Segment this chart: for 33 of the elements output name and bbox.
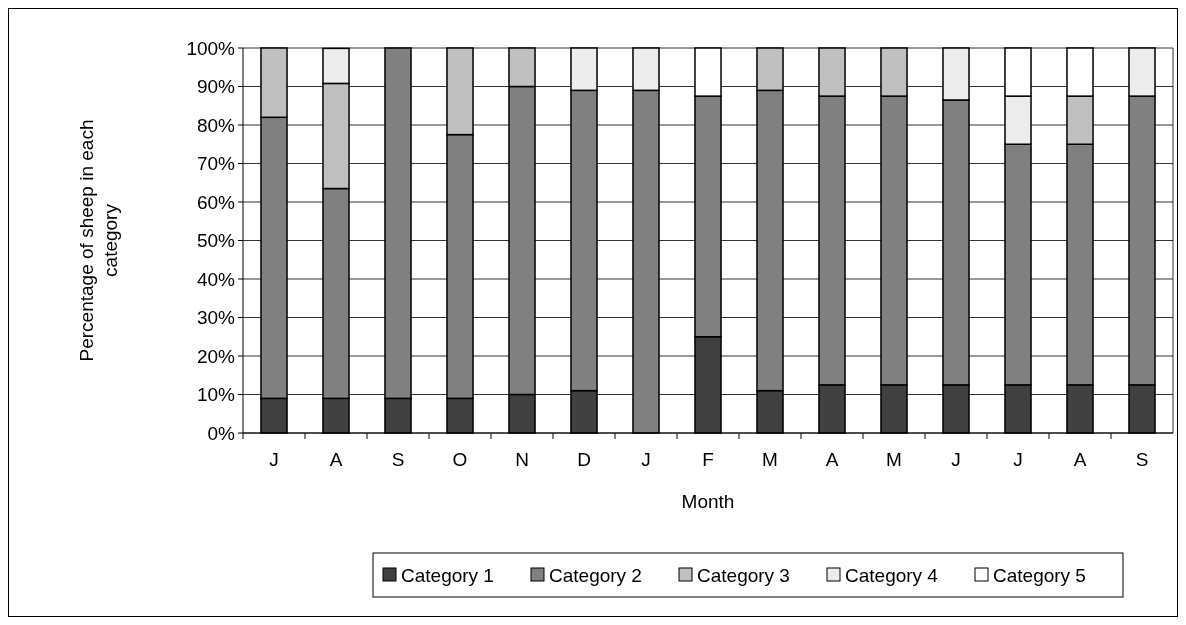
legend-label: Category 4 bbox=[845, 564, 939, 586]
y-tick-label: 0% bbox=[207, 422, 236, 444]
x-tick-label: S bbox=[391, 449, 405, 470]
x-tick-label: N bbox=[515, 449, 529, 470]
y-tick-label: 70% bbox=[196, 153, 236, 175]
legend-label: Category 3 bbox=[697, 564, 790, 586]
x-tick-label: J bbox=[641, 449, 651, 470]
x-tick-label: S bbox=[1135, 449, 1149, 470]
x-tick-label: M bbox=[762, 449, 778, 470]
y-tick-label: 10% bbox=[196, 384, 236, 406]
x-tick-label: M bbox=[886, 449, 902, 470]
x-tick-label: J bbox=[269, 449, 279, 470]
x-tick-label: A bbox=[329, 449, 343, 470]
y-tick-label: 90% bbox=[196, 76, 236, 98]
legend-label: Category 2 bbox=[549, 564, 642, 586]
y-tick-label: 100% bbox=[186, 37, 236, 59]
x-tick-label: F bbox=[702, 449, 714, 470]
y-tick-label: 60% bbox=[196, 191, 236, 213]
x-tick-label: A bbox=[825, 449, 839, 470]
y-axis-title: Percentage of sheep in each category bbox=[76, 119, 121, 362]
x-tick-label: D bbox=[577, 449, 591, 470]
x-tick-label: J bbox=[951, 449, 961, 470]
y-tick-label: 80% bbox=[196, 114, 236, 136]
x-tick-label: A bbox=[1073, 449, 1087, 470]
y-tick-label: 50% bbox=[196, 230, 236, 252]
legend-label: Category 5 bbox=[993, 564, 1086, 586]
y-tick-label: 40% bbox=[196, 268, 236, 290]
x-tick-label: J bbox=[1013, 449, 1023, 470]
y-tick-label: 20% bbox=[196, 345, 236, 367]
x-axis-title: Month bbox=[681, 491, 735, 512]
y-tick-label: 30% bbox=[196, 307, 236, 329]
legend-label: Category 1 bbox=[401, 564, 494, 586]
x-tick-label: O bbox=[452, 449, 468, 470]
